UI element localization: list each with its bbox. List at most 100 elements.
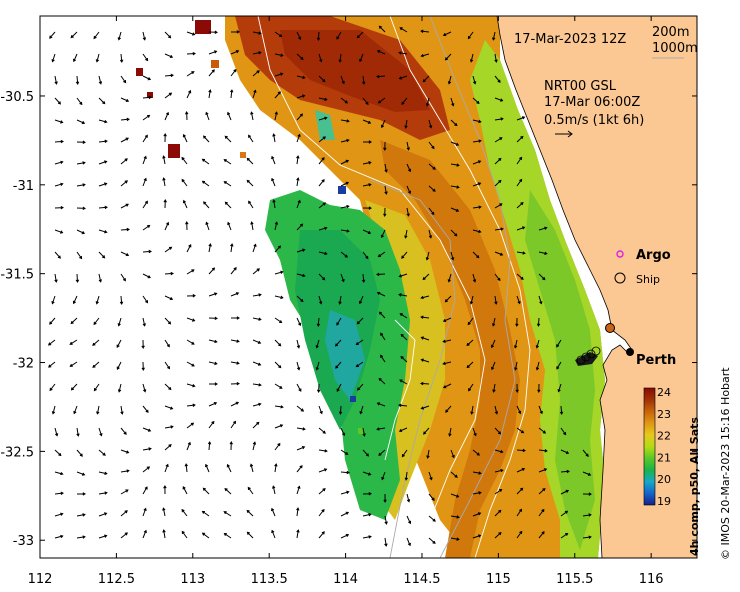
current-arrow [142, 427, 152, 432]
current-arrow [406, 141, 410, 151]
current-arrow [494, 531, 502, 539]
current-arrow [98, 512, 108, 517]
current-arrow [51, 405, 56, 415]
current-arrow [164, 246, 173, 253]
current-arrow [248, 200, 254, 209]
current-arrow [538, 273, 546, 281]
current-arrow [318, 273, 326, 281]
current-arrow [490, 339, 496, 349]
current-arrow [205, 111, 210, 121]
current-arrow [318, 449, 328, 453]
current-arrow [340, 490, 350, 495]
current-arrow [340, 159, 350, 165]
current-arrow [582, 471, 592, 476]
current-arrow [76, 449, 83, 457]
current-arrow [442, 383, 452, 389]
current-arrow [494, 468, 504, 473]
current-arrow [202, 487, 210, 495]
current-arrow [516, 135, 524, 143]
current-arrow [420, 295, 430, 300]
current-arrow [47, 339, 56, 346]
current-arrow [538, 531, 545, 539]
current-arrow [556, 339, 562, 348]
current-arrow [560, 449, 570, 454]
current-arrow [142, 53, 149, 62]
current-arrow [186, 244, 192, 253]
current-arrow [516, 295, 521, 305]
current-arrow [472, 273, 477, 283]
current-arrow [141, 361, 145, 371]
current-arrow [119, 295, 124, 305]
current-arrow [98, 229, 108, 234]
current-arrow [76, 471, 86, 476]
current-arrow [448, 427, 452, 437]
current-arrow [70, 31, 78, 39]
current-arrow [428, 493, 435, 501]
current-arrow [383, 493, 387, 503]
current-arrow [362, 251, 369, 260]
current-arrow [164, 271, 175, 276]
current-arrow [186, 441, 191, 451]
current-arrow [338, 295, 342, 305]
current-arrow [296, 248, 306, 253]
current-arrow [296, 427, 306, 431]
current-arrow [98, 205, 108, 210]
current-arrow [296, 361, 301, 371]
current-arrow [515, 383, 519, 393]
current-arrow [516, 226, 526, 231]
current-arrow [336, 383, 342, 392]
current-arrow [296, 383, 302, 392]
current-arrow [164, 405, 174, 410]
current-arrow [227, 111, 232, 121]
current-arrow [494, 405, 499, 415]
current-arrow [164, 444, 172, 451]
current-arrow [252, 89, 257, 99]
current-arrow [186, 71, 195, 77]
current-arrow [450, 471, 458, 478]
ship-marker [591, 346, 601, 356]
current-arrow [516, 405, 522, 415]
current-arrow [230, 401, 240, 407]
current-arrow [246, 509, 254, 517]
current-arrow [447, 273, 452, 283]
current-arrow [209, 382, 218, 386]
current-arrow [406, 493, 411, 503]
current-arrow [494, 227, 504, 231]
current-arrow [98, 139, 108, 143]
current-arrow [201, 158, 210, 165]
current-arrow [450, 515, 460, 519]
current-arrow [98, 491, 108, 495]
current-arrow [98, 273, 102, 283]
current-arrow [442, 317, 452, 322]
current-arrow [516, 448, 526, 453]
current-arrow [54, 139, 64, 144]
current-arrow [120, 97, 130, 102]
current-arrow [163, 133, 167, 143]
current-arrow [384, 163, 388, 173]
current-arrow [296, 113, 304, 121]
current-arrow [398, 51, 408, 55]
current-arrow [92, 339, 100, 346]
current-arrow [491, 361, 496, 371]
current-arrow [340, 138, 350, 143]
current-arrow [76, 183, 86, 187]
current-arrow [76, 119, 86, 125]
current-arrow [362, 449, 370, 457]
current-arrow [142, 224, 151, 231]
current-arrow [315, 361, 320, 371]
current-arrow [494, 157, 502, 165]
current-arrow [120, 117, 130, 122]
current-arrow [142, 134, 148, 143]
current-arrow [362, 513, 372, 517]
current-arrow [401, 97, 408, 105]
current-arrow [120, 532, 128, 539]
current-arrow [316, 317, 321, 327]
current-arrow [119, 53, 124, 63]
current-arrow [296, 31, 302, 41]
current-arrow [54, 119, 64, 124]
current-arrow [142, 31, 147, 41]
current-arrow [340, 229, 350, 233]
current-arrow [186, 317, 196, 322]
current-arrow [516, 487, 524, 495]
current-arrow [315, 339, 320, 349]
